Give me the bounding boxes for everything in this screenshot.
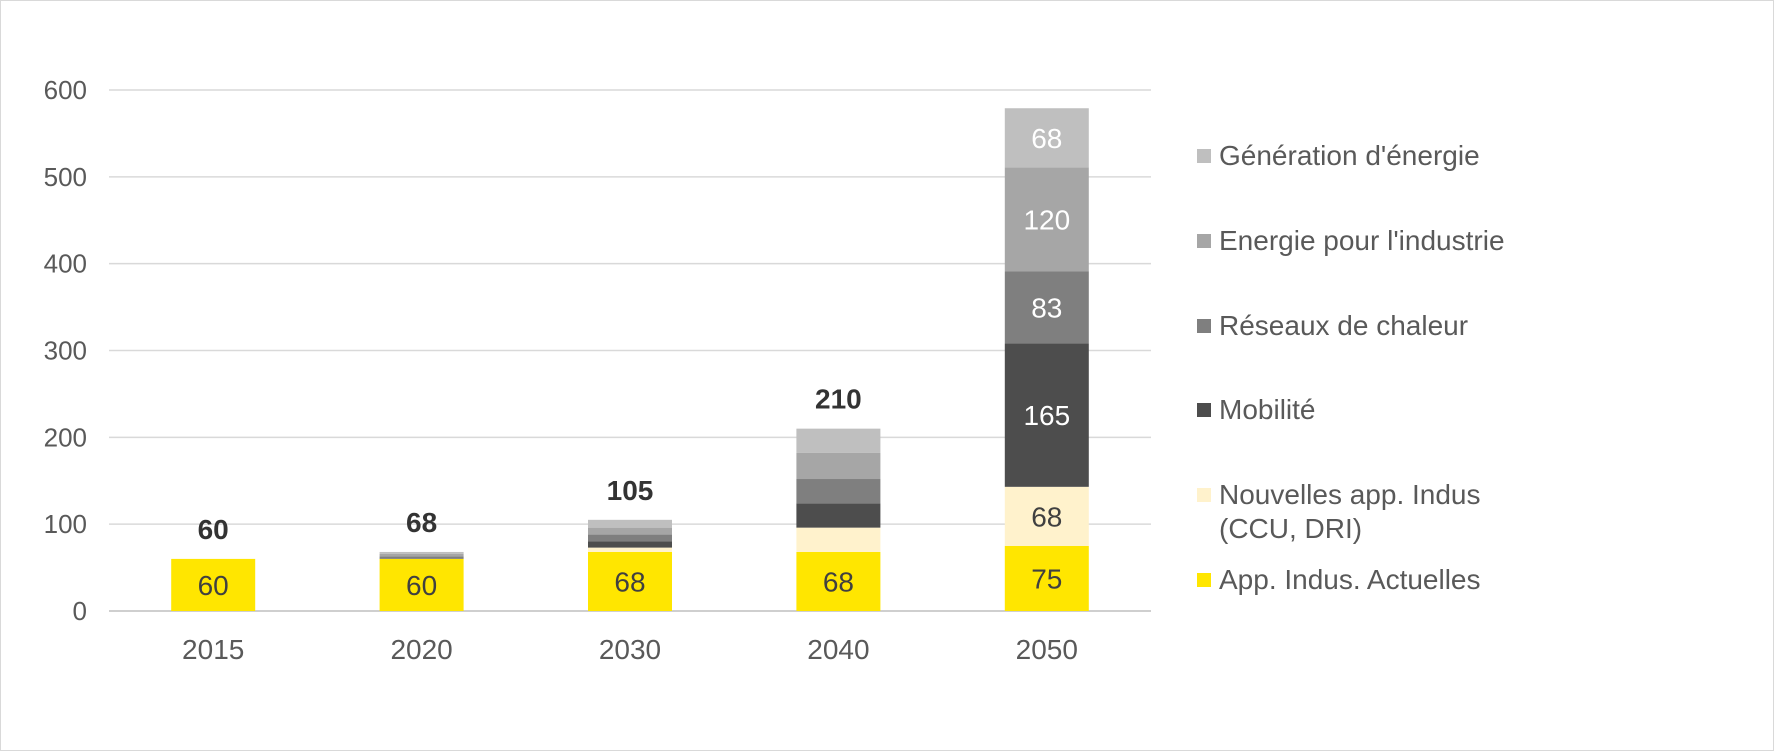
data-label: 83 <box>1031 293 1062 324</box>
y-tick-label: 500 <box>44 162 87 192</box>
total-label: 60 <box>198 514 229 545</box>
legend-item: Génération d'énergie <box>1197 139 1480 173</box>
total-label: 105 <box>607 475 654 506</box>
bar-segment <box>796 551 881 611</box>
total-label: 68 <box>406 507 437 538</box>
bar-segment <box>379 551 464 554</box>
legend-label: Energie pour l'industrie <box>1219 225 1505 256</box>
bar-segment <box>1004 271 1089 344</box>
legend-label: Génération d'énergie <box>1219 140 1480 171</box>
y-tick-label: 300 <box>44 336 87 366</box>
bar-segment <box>796 527 881 552</box>
y-tick-label: 600 <box>44 75 87 105</box>
legend-swatch <box>1197 488 1211 502</box>
legend-label: Nouvelles app. Indus (CCU, DRI) <box>1219 479 1481 544</box>
data-label: 60 <box>198 570 229 601</box>
bar-segment <box>588 534 672 542</box>
bar-segment <box>796 428 881 453</box>
bar-segment <box>171 558 256 611</box>
bar-segment <box>1004 545 1089 611</box>
x-tick-label: 2030 <box>599 634 661 665</box>
legend-label: App. Indus. Actuelles <box>1219 564 1481 595</box>
bar-segment <box>588 519 672 528</box>
bar-segment <box>1004 108 1089 168</box>
bar-segment <box>379 558 464 611</box>
data-label: 68 <box>614 566 645 597</box>
legend-swatch <box>1197 403 1211 417</box>
stacked-bar-chart: 0 100 200 300 400 500 600 2015 2020 2030 2040 2050 6… <box>44 75 1151 665</box>
data-label: 60 <box>406 570 437 601</box>
x-tick-label: 2015 <box>182 634 244 665</box>
legend-item: Mobilité <box>1197 393 1315 427</box>
legend-swatch <box>1197 319 1211 333</box>
legend-item: App. Indus. Actuelles <box>1197 563 1481 597</box>
x-tick-label: 2040 <box>807 634 869 665</box>
data-label: 165 <box>1023 400 1070 431</box>
total-label: 210 <box>815 384 862 415</box>
y-tick-label: 0 <box>73 596 87 626</box>
bar-segment <box>796 503 881 528</box>
bar-segment <box>379 553 464 557</box>
bar-segment <box>588 551 672 611</box>
bar-segment <box>379 556 464 559</box>
x-tick-label: 2020 <box>390 634 452 665</box>
y-tick-label: 100 <box>44 509 87 539</box>
y-tick-label: 200 <box>44 422 87 452</box>
legend-label: Réseaux de chaleur <box>1219 310 1469 341</box>
data-label: 75 <box>1031 563 1062 594</box>
bar-segment <box>1004 343 1089 487</box>
bar-segment <box>796 452 881 480</box>
data-label: 68 <box>823 566 854 597</box>
legend-swatch <box>1197 149 1211 163</box>
data-label: 68 <box>1031 501 1062 532</box>
bar-segment <box>588 547 672 552</box>
legend-item: Energie pour l'industrie <box>1197 224 1505 258</box>
legend-label: Mobilité <box>1219 394 1316 425</box>
legend-item: Nouvelles app. Indus (CCU, DRI) <box>1197 478 1481 546</box>
bar-segment <box>1004 167 1089 272</box>
data-label: 120 <box>1023 204 1070 235</box>
y-tick-label: 400 <box>44 249 87 279</box>
legend-swatch <box>1197 573 1211 587</box>
chart-legend: Génération d'énergie Energie pour l'indus… <box>1197 1 1757 752</box>
x-tick-label: 2050 <box>1016 634 1078 665</box>
bar-segment <box>588 541 672 548</box>
bar-segment <box>796 479 881 504</box>
bar-segment <box>1004 486 1089 546</box>
legend-swatch <box>1197 234 1211 248</box>
data-label: 68 <box>1031 123 1062 154</box>
legend-item: Réseaux de chaleur <box>1197 309 1468 343</box>
bar-segment <box>588 527 672 535</box>
